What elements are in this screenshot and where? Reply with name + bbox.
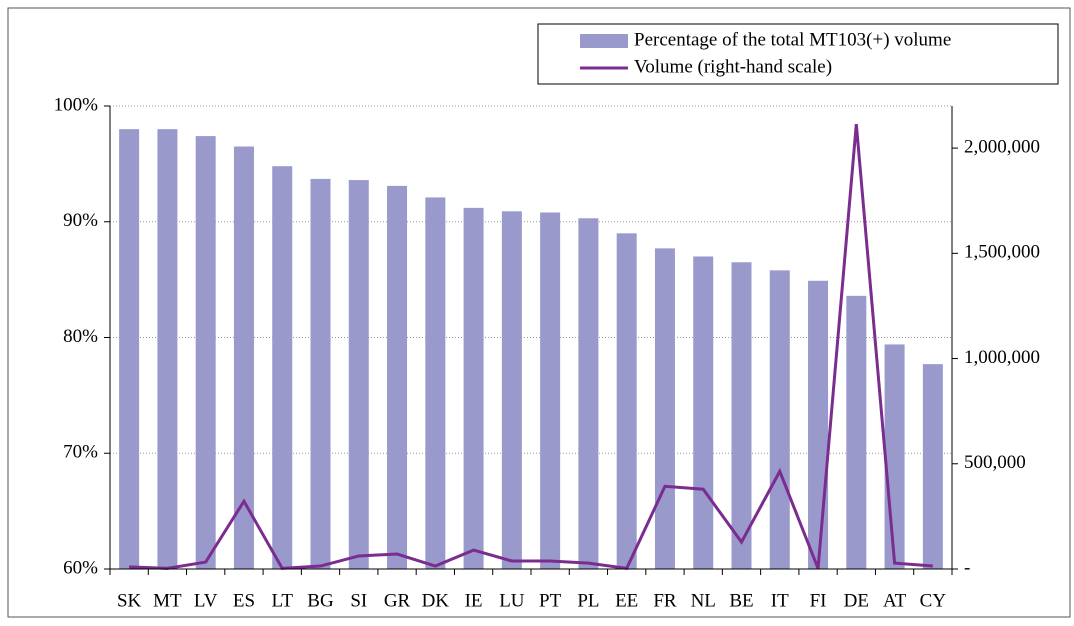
- y-tick-label: 60%: [63, 557, 98, 578]
- x-tick-label: DE: [844, 590, 869, 611]
- bar: [233, 146, 254, 569]
- bar: [769, 270, 790, 569]
- bar: [501, 211, 522, 569]
- bar: [463, 207, 484, 570]
- bar: [654, 248, 675, 569]
- bar: [348, 180, 369, 569]
- y-tick-label: 90%: [63, 210, 98, 231]
- bar: [272, 166, 293, 569]
- x-tick-label: SI: [350, 590, 367, 611]
- x-tick-label: SK: [117, 590, 142, 611]
- bar: [195, 136, 216, 569]
- x-tick-label: PT: [539, 590, 562, 611]
- bar: [922, 364, 943, 569]
- line: [129, 123, 933, 571]
- x-tick-label: GR: [384, 590, 411, 611]
- x-tick-label: DK: [422, 590, 450, 611]
- x-tick-label: AT: [883, 590, 907, 611]
- x-tick-label: ES: [233, 590, 255, 611]
- bar: [808, 280, 829, 569]
- x-tick-label: MT: [153, 590, 182, 611]
- x-tick-label: BG: [307, 590, 334, 611]
- x-tick-label: BE: [729, 590, 753, 611]
- bar: [540, 212, 561, 570]
- y2-tick-label: 1,000,000: [964, 347, 1040, 368]
- y-tick-label: 80%: [63, 326, 98, 347]
- bar: [731, 262, 752, 569]
- x-tick-label: NL: [691, 590, 716, 611]
- x-tick-label: LV: [194, 590, 218, 611]
- x-tick-label: FI: [810, 590, 827, 611]
- bar: [157, 129, 178, 569]
- x-tick-label: LU: [499, 590, 525, 611]
- bar: [310, 178, 331, 570]
- legend-label: Volume (right-hand scale): [634, 56, 832, 77]
- bar: [693, 256, 714, 569]
- y2-tick-label: 2,000,000: [964, 136, 1040, 157]
- y-tick-label: 70%: [63, 442, 98, 463]
- x-tick-label: PL: [577, 590, 599, 611]
- y2-tick-label: -: [964, 557, 970, 578]
- bar: [578, 218, 599, 569]
- x-tick-label: LT: [271, 590, 293, 611]
- bar: [387, 185, 408, 569]
- y2-tick-label: 1,500,000: [964, 242, 1040, 263]
- x-tick-label: CY: [920, 590, 947, 611]
- bar: [884, 344, 905, 569]
- x-tick-label: EE: [615, 590, 638, 611]
- bar: [616, 233, 637, 569]
- x-tick-label: IE: [465, 590, 483, 611]
- bar: [425, 197, 446, 569]
- legend-swatch: [580, 34, 628, 48]
- bar: [119, 129, 140, 569]
- x-tick-label: FR: [653, 590, 677, 611]
- legend-label: Percentage of the total MT103(+) volume: [634, 29, 951, 50]
- y-tick-label: 100%: [54, 94, 99, 115]
- x-tick-label: IT: [771, 590, 789, 611]
- y2-tick-label: 500,000: [964, 452, 1026, 473]
- bar: [846, 295, 867, 569]
